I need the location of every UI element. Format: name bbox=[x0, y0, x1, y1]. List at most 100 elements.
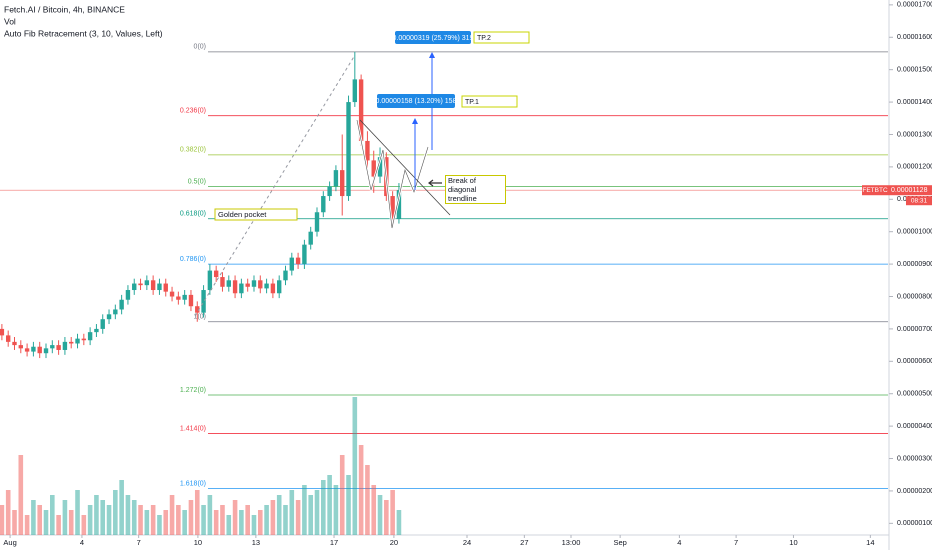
candle-body bbox=[251, 280, 257, 287]
measure-label: 0.00000319 (25.79%) 319 bbox=[393, 35, 474, 42]
volume-bar bbox=[188, 500, 194, 535]
candle-body bbox=[390, 196, 395, 219]
candle-body bbox=[283, 270, 288, 281]
fib-label: 1(0) bbox=[194, 314, 206, 321]
x-tick-label: 27 bbox=[520, 538, 528, 547]
candle-body bbox=[31, 346, 36, 352]
volume-bar bbox=[270, 500, 276, 535]
candle-body bbox=[377, 157, 383, 177]
volume-bar bbox=[220, 505, 225, 535]
candle-body bbox=[371, 160, 376, 177]
volume-bar bbox=[24, 515, 30, 535]
fib-label: 0.382(0) bbox=[180, 147, 206, 154]
x-tick-label: 10 bbox=[789, 538, 797, 547]
candle-body bbox=[37, 346, 42, 354]
candle-body bbox=[352, 79, 358, 103]
x-tick-label: 17 bbox=[330, 538, 338, 547]
volume-bar bbox=[314, 490, 320, 535]
candle-body bbox=[106, 314, 112, 320]
volume-bar bbox=[396, 510, 402, 535]
candle-body bbox=[295, 257, 301, 265]
volume-bar bbox=[339, 455, 345, 535]
candle-body bbox=[150, 280, 156, 291]
candle-body bbox=[18, 345, 23, 349]
volume-bar bbox=[213, 510, 219, 535]
candle-body bbox=[94, 328, 99, 333]
symbol-badge bbox=[862, 185, 889, 196]
y-tick-label: 0.00001300 bbox=[897, 131, 932, 138]
fib-label: 1.414(0) bbox=[180, 425, 206, 432]
volume-bar bbox=[43, 510, 49, 535]
candle-body bbox=[169, 291, 175, 297]
candle-body bbox=[87, 332, 93, 341]
candle-body bbox=[50, 345, 55, 349]
candle-body bbox=[132, 283, 137, 291]
symbol-label: FETBTC bbox=[862, 187, 888, 194]
volume-bar bbox=[144, 510, 150, 535]
measure-arrow bbox=[412, 118, 418, 124]
candle-body bbox=[276, 280, 282, 294]
y-tick-label: 0.00000800 bbox=[897, 293, 932, 300]
volume-bar bbox=[176, 505, 181, 535]
fib-label: 0.236(0) bbox=[180, 108, 206, 115]
volume-bar bbox=[100, 500, 106, 535]
volume-bar bbox=[106, 505, 112, 535]
volume-bar bbox=[125, 495, 131, 535]
volume-bar bbox=[150, 505, 156, 535]
volume-bar bbox=[0, 505, 5, 535]
arrow bbox=[428, 179, 442, 187]
volume-bar bbox=[62, 500, 68, 535]
measure-box bbox=[395, 31, 471, 44]
y-tick-label: 0.00000100 bbox=[897, 520, 932, 527]
volume-bar bbox=[31, 500, 36, 535]
volume-bar bbox=[50, 495, 55, 535]
candle-body bbox=[157, 283, 162, 291]
volume-layer bbox=[0, 397, 402, 535]
candle-body bbox=[340, 170, 345, 197]
volume-bar bbox=[201, 505, 206, 535]
volume-bar bbox=[163, 510, 169, 535]
volume-bar bbox=[333, 485, 339, 535]
candle-body bbox=[270, 283, 276, 294]
volume-bar bbox=[138, 505, 143, 535]
chart-title: Fetch.AI / Bitcoin, 4h, BINANCE bbox=[4, 4, 125, 14]
volume-bar bbox=[37, 505, 43, 535]
volume-bar bbox=[182, 510, 187, 535]
x-tick-label: 13 bbox=[252, 538, 260, 547]
candle-body bbox=[258, 280, 263, 289]
measure-box bbox=[377, 94, 455, 108]
fib-layer: 0(0) 0.236(0) 0.382(0) 0.5(0) 0.618(0) 0.786(… bbox=[0, 44, 888, 490]
candle-body bbox=[264, 283, 269, 289]
x-tick-label: 20 bbox=[390, 538, 398, 547]
candle-body bbox=[0, 328, 5, 336]
tp-label: TP.1 bbox=[465, 99, 479, 106]
x-tick-label: 24 bbox=[463, 538, 471, 547]
x-tick-label: 7 bbox=[734, 538, 738, 547]
volume-bar bbox=[239, 510, 244, 535]
candle-body bbox=[24, 348, 30, 352]
candle-body bbox=[100, 319, 105, 329]
volume-bar bbox=[365, 465, 370, 535]
countdown-label: 08:31 bbox=[911, 197, 928, 204]
candle-body bbox=[62, 341, 68, 350]
candle-body bbox=[308, 231, 313, 245]
volume-bar bbox=[157, 515, 162, 535]
x-tick-label: 13:00 bbox=[562, 538, 581, 547]
candle-body bbox=[5, 335, 11, 342]
volume-bar bbox=[68, 510, 74, 535]
note-text: Golden pocket bbox=[218, 210, 267, 219]
y-tick-label: 0.00001400 bbox=[897, 99, 932, 106]
candle-body bbox=[226, 280, 231, 287]
y-tick-label: 0.00000200 bbox=[897, 488, 932, 495]
fib-label: 0.618(0) bbox=[180, 211, 206, 218]
volume-bar bbox=[257, 510, 263, 535]
volume-bar bbox=[131, 500, 137, 535]
candle-body bbox=[195, 306, 200, 313]
volume-bar bbox=[232, 500, 238, 535]
y-tick-label: 0.00001200 bbox=[897, 164, 932, 171]
volume-bar bbox=[226, 515, 232, 535]
volume-bar bbox=[87, 505, 93, 535]
countdown-badge bbox=[906, 196, 932, 206]
